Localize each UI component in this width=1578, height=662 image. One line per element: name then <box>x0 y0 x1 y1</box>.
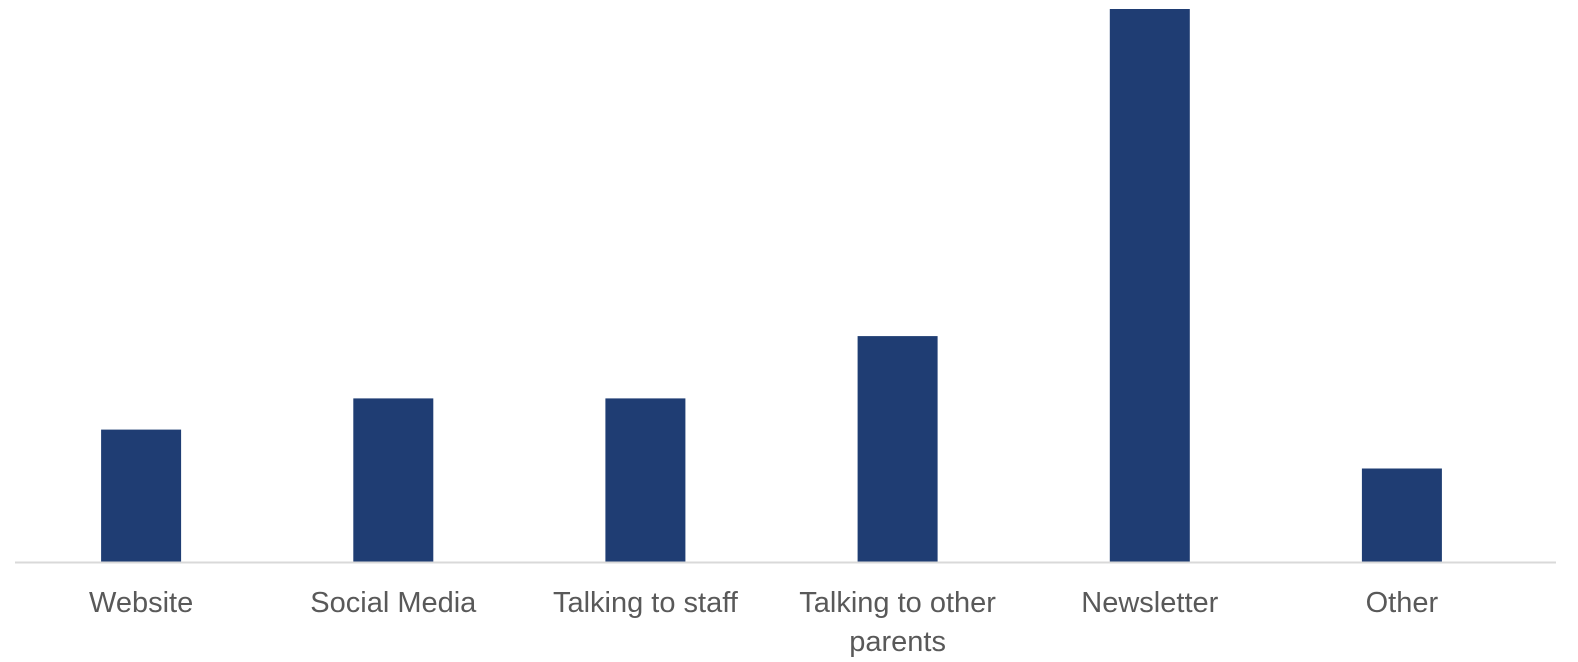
bar-series <box>101 9 1442 562</box>
category-label-0: Website <box>89 587 193 619</box>
category-label-5: Other <box>1366 587 1439 619</box>
category-label-3-line-1: parents <box>849 626 946 658</box>
category-label-1: Social Media <box>310 587 477 619</box>
bar-4 <box>1109 9 1190 562</box>
bar-5 <box>1361 468 1442 562</box>
category-labels: Website Social Media Talking to staff Talki… <box>89 587 1439 658</box>
category-label-2: Talking to staff <box>553 587 739 619</box>
bar-0 <box>101 429 182 562</box>
category-label-4: Newsletter <box>1081 587 1218 619</box>
category-label-3-line-0: Talking to other <box>799 587 996 619</box>
bar-1 <box>353 398 434 562</box>
bar-3 <box>857 336 938 562</box>
bar-2 <box>605 398 686 562</box>
